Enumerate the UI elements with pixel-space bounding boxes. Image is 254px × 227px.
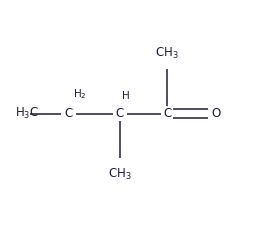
Text: C: C: [65, 107, 73, 120]
Text: O: O: [211, 107, 220, 120]
Text: CH$_3$: CH$_3$: [108, 167, 131, 182]
Text: C: C: [162, 107, 170, 120]
Text: C: C: [115, 107, 123, 120]
Text: H: H: [121, 91, 129, 101]
Text: H$_3$C: H$_3$C: [15, 106, 39, 121]
Text: CH$_3$: CH$_3$: [155, 46, 178, 61]
Text: H$_2$: H$_2$: [72, 87, 86, 101]
